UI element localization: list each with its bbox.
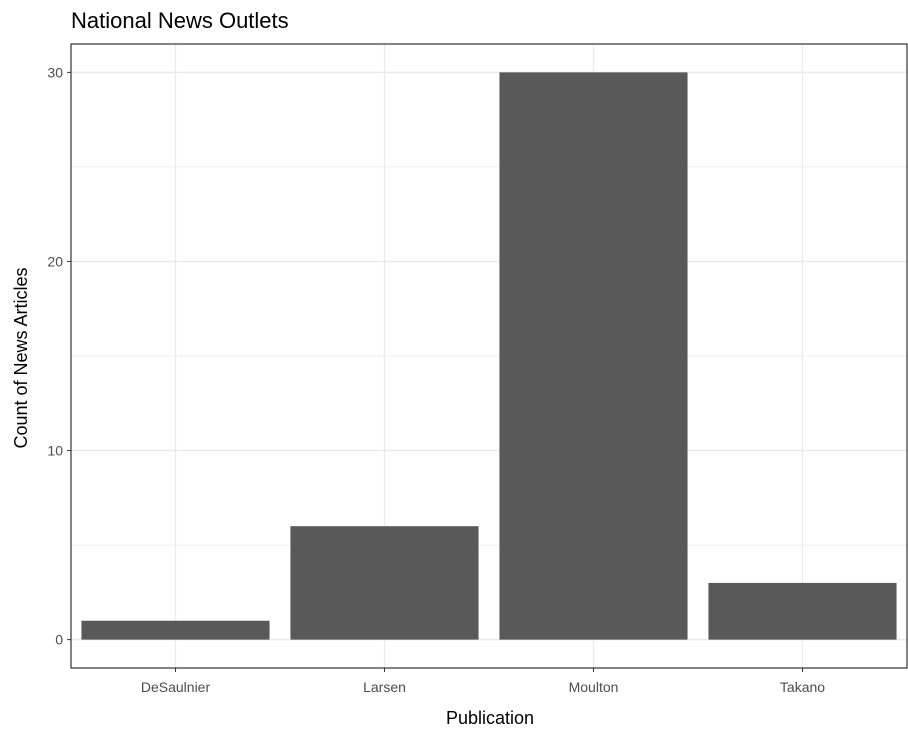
bar-desaulnier [81, 620, 270, 640]
y-axis-ticks: 0 10 20 30 [47, 64, 71, 648]
bar-takano [708, 582, 897, 640]
grid-lines [71, 44, 907, 668]
bars [81, 72, 897, 640]
x-tick-label: Moulton [569, 679, 619, 695]
x-axis-title: Publication [446, 708, 534, 728]
x-tick-label: Larsen [363, 679, 406, 695]
x-tick-label: Takano [780, 679, 825, 695]
y-tick-label: 30 [47, 64, 63, 80]
bar-larsen [290, 526, 479, 640]
y-axis-title: Count of News Articles [11, 267, 31, 448]
bar-moulton [499, 72, 688, 640]
panel-border [70, 43, 908, 669]
y-tick-label: 20 [47, 253, 63, 269]
x-axis-ticks: DeSaulnier Larsen Moulton Takano [141, 668, 825, 695]
y-tick-label: 0 [55, 632, 63, 648]
x-tick-label: DeSaulnier [141, 679, 211, 695]
y-tick-label: 10 [47, 443, 63, 459]
chart-title: National News Outlets [71, 8, 289, 33]
